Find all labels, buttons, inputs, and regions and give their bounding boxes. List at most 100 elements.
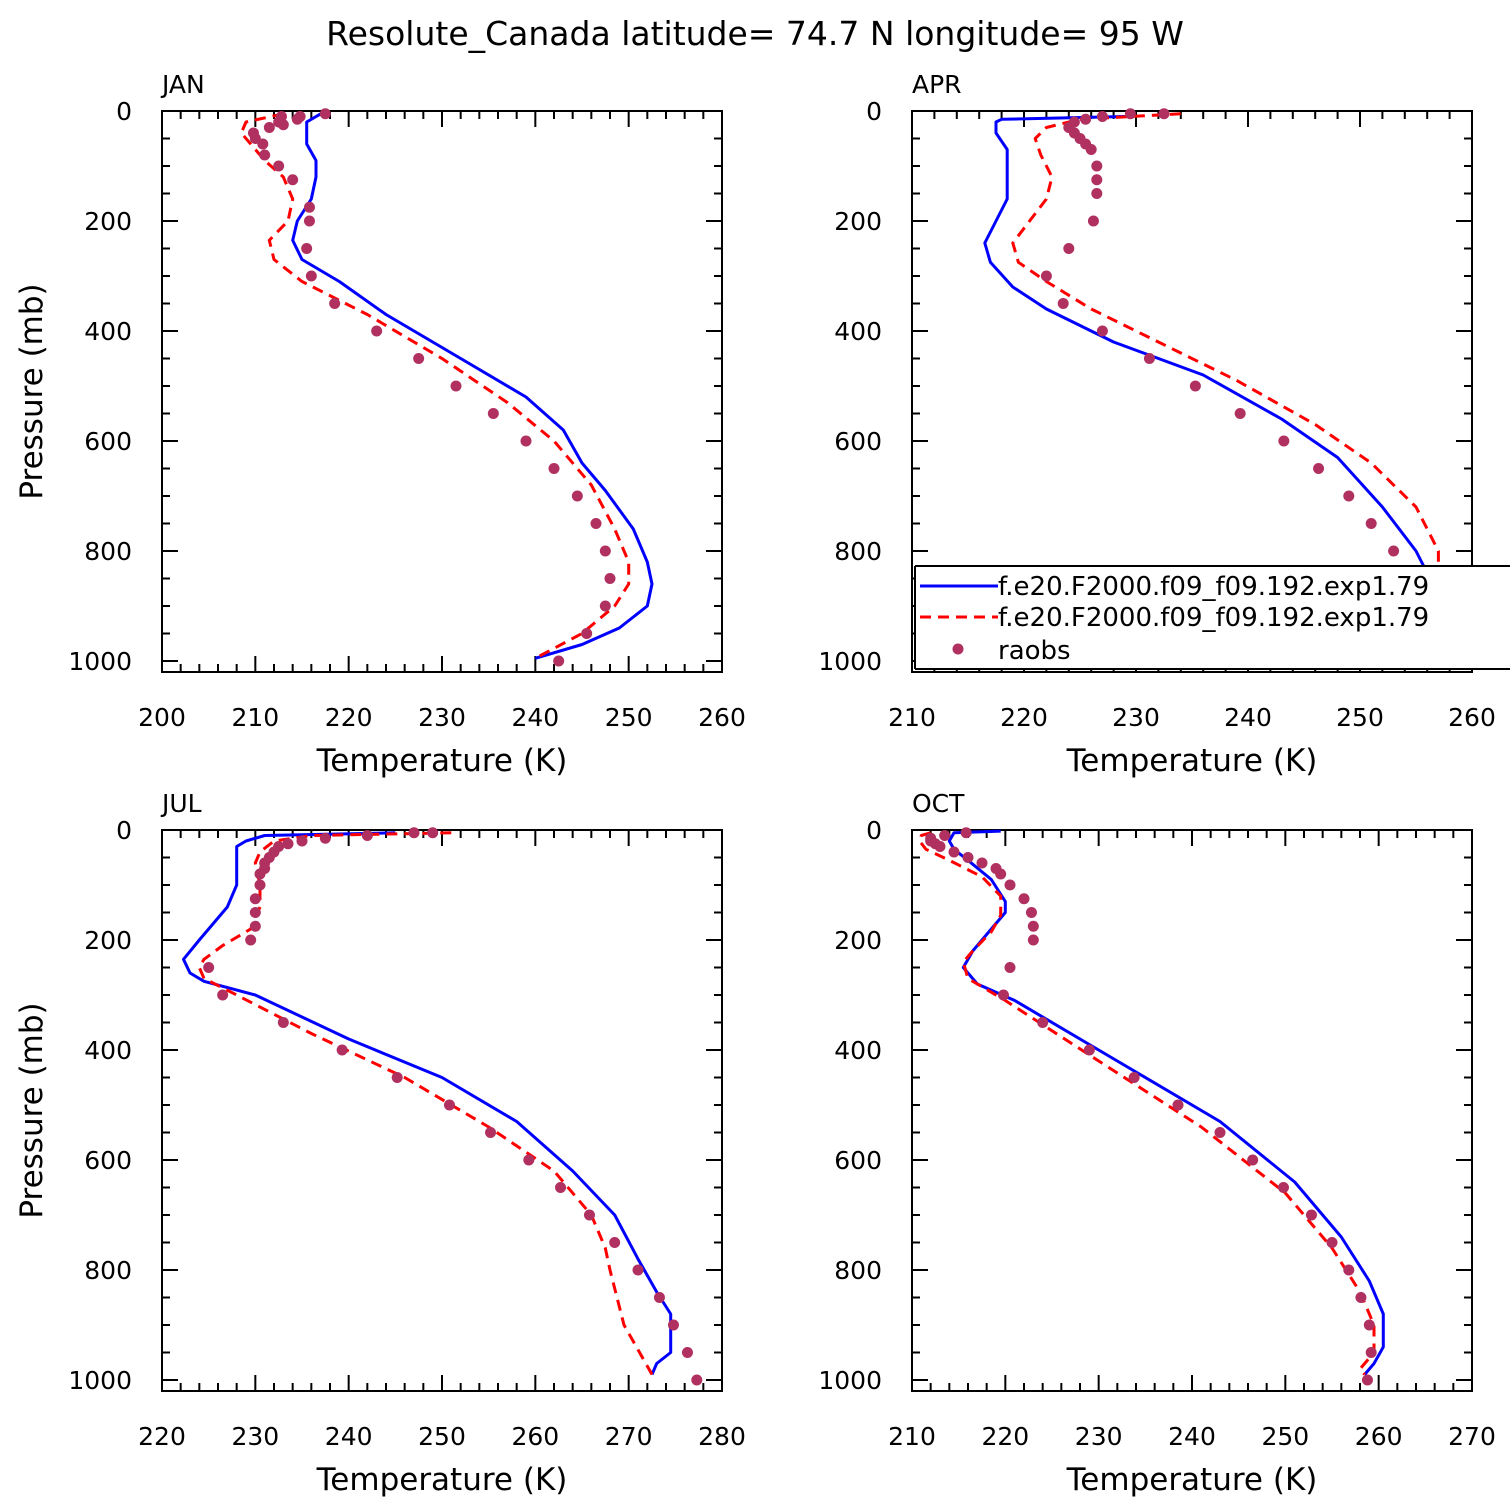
raobs-point <box>632 1264 644 1276</box>
raobs-point <box>604 573 616 584</box>
raobs-point <box>1365 518 1377 529</box>
raobs-point <box>1305 1209 1317 1221</box>
x-tick-label: 260 <box>698 703 746 732</box>
raobs-point <box>1004 879 1016 891</box>
raobs-point <box>277 1017 289 1028</box>
y-axis-title: Pressure (mb) <box>14 283 50 499</box>
series-line-red-dashed <box>239 112 631 660</box>
raobs-point <box>259 149 271 161</box>
raobs-point <box>1027 934 1039 946</box>
raobs-point <box>1363 1319 1375 1331</box>
raobs-point <box>329 298 341 309</box>
plot-frame <box>161 829 723 1392</box>
raobs-point <box>249 920 261 932</box>
raobs-point <box>583 1209 595 1221</box>
raobs-point <box>1172 1099 1184 1111</box>
raobs-point <box>319 108 331 120</box>
raobs-point <box>553 655 565 667</box>
x-tick-label: 210 <box>231 703 279 732</box>
raobs-point <box>1343 490 1355 502</box>
raobs-point <box>287 174 299 186</box>
raobs-point <box>1355 1292 1367 1303</box>
raobs-point <box>1365 1347 1377 1358</box>
raobs-point <box>1158 108 1170 120</box>
raobs-point <box>520 435 532 447</box>
raobs-point <box>217 989 229 1001</box>
raobs-point <box>995 868 1007 880</box>
raobs-point <box>413 353 425 364</box>
x-tick-label: 240 <box>1168 1422 1216 1451</box>
raobs-point <box>249 907 261 918</box>
series-line-blue-solid <box>947 829 1385 1376</box>
raobs-point <box>203 962 215 973</box>
raobs-point <box>548 463 560 474</box>
panels: JAN 0 200 400 600 800 1000 200 210 220 230 240 250 26… <box>14 70 1496 1498</box>
raobs-point <box>1085 144 1097 155</box>
raobs-point <box>1004 962 1016 973</box>
x-tick-label: 240 <box>511 703 559 732</box>
raobs-point <box>1128 1072 1140 1083</box>
figure-title: Resolute_Canada latitude= 74.7 N longitu… <box>326 14 1184 53</box>
y-tick-label: 200 <box>834 926 882 955</box>
x-tick-label: 270 <box>1448 1422 1496 1451</box>
raobs-point <box>523 1154 535 1166</box>
raobs-point <box>1037 1017 1049 1028</box>
raobs-point <box>257 138 269 150</box>
y-tick-label: 800 <box>84 1256 132 1285</box>
raobs-point <box>336 1044 348 1056</box>
raobs-point <box>303 201 315 213</box>
legend-label: f.e20.F2000.f09_f09.192.exp1.79 <box>998 572 1429 602</box>
raobs-point <box>653 1292 665 1303</box>
raobs-point <box>305 270 317 282</box>
y-tick-label: 200 <box>84 926 132 955</box>
x-tick-label: 260 <box>1448 703 1496 732</box>
raobs-point <box>1277 1182 1289 1193</box>
panel-label: JAN <box>160 70 205 99</box>
y-tick-label: 600 <box>834 427 882 456</box>
x-tick-label: 270 <box>605 1422 653 1451</box>
raobs-point <box>1326 1237 1338 1248</box>
raobs-point <box>254 868 266 880</box>
x-tick-label: 210 <box>888 1422 936 1451</box>
raobs-point <box>443 1099 455 1111</box>
y-tick-label: 400 <box>834 1036 882 1065</box>
raobs-point <box>571 490 583 502</box>
x-axis-title: Temperature (K) <box>1066 1462 1318 1498</box>
x-tick-label: 250 <box>605 703 653 732</box>
raobs-point <box>1343 1264 1355 1276</box>
plot-frame <box>161 110 723 673</box>
y-tick-label: 0 <box>866 97 882 126</box>
x-tick-label: 260 <box>511 1422 559 1451</box>
x-tick-label: 230 <box>1075 1422 1123 1451</box>
raobs-point <box>1096 111 1108 122</box>
panel-label: APR <box>912 70 962 99</box>
y-tick-label: 800 <box>84 537 132 566</box>
raobs-point <box>1247 1154 1259 1166</box>
x-tick-label: 230 <box>1112 703 1160 732</box>
x-tick-label: 230 <box>231 1422 279 1451</box>
raobs-point <box>277 119 289 131</box>
raobs-point <box>681 1347 693 1358</box>
x-tick-label: 250 <box>418 1422 466 1451</box>
raobs-point <box>427 827 439 839</box>
x-tick-label: 220 <box>325 703 373 732</box>
raobs-point <box>1083 1044 1095 1056</box>
raobs-point <box>249 893 261 905</box>
raobs-point <box>960 827 972 839</box>
raobs-point <box>976 857 988 869</box>
y-tick-label: 1000 <box>818 1366 882 1395</box>
raobs-point <box>303 215 315 227</box>
raobs-point <box>263 122 275 133</box>
raobs-point <box>934 841 946 852</box>
raobs-point <box>948 846 960 858</box>
plot-frame <box>911 110 1473 673</box>
raobs-point <box>667 1319 679 1331</box>
y-tick-label: 800 <box>834 1256 882 1285</box>
raobs-point <box>590 518 602 529</box>
plot-frame <box>911 829 1473 1392</box>
